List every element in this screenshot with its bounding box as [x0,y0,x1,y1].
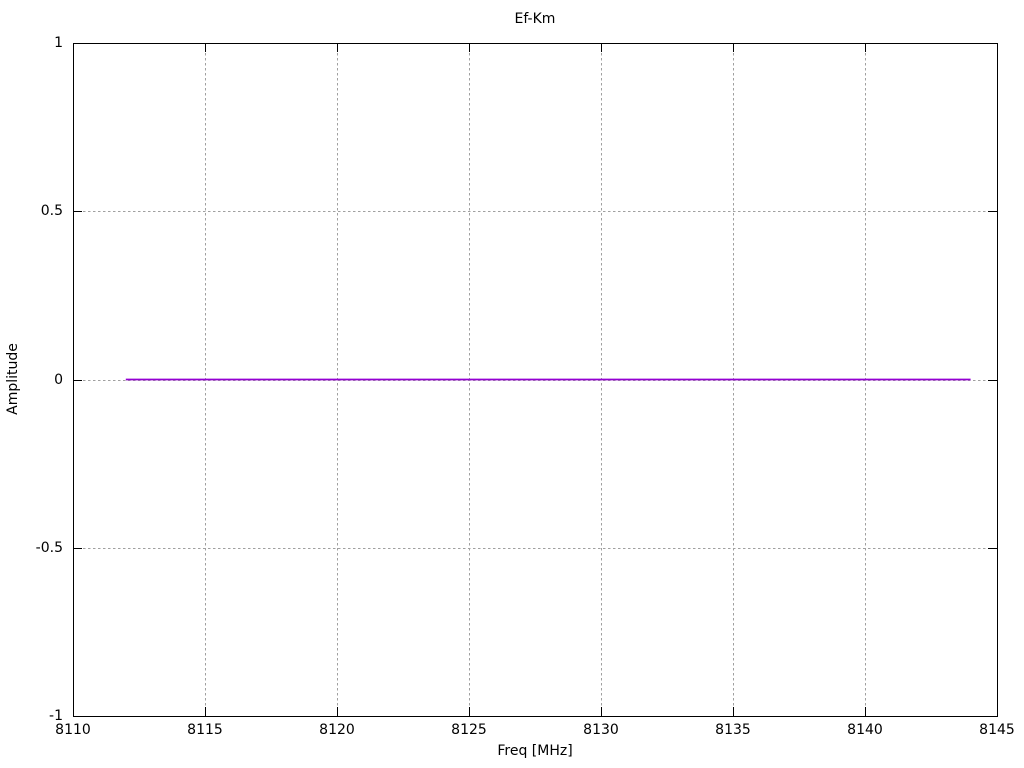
x-tick-label: 8140 [847,722,883,738]
x-tick-label: 8130 [583,722,619,738]
y-tick-label: 1 [54,35,63,51]
x-tick-label: 8145 [979,722,1015,738]
x-tick-label: 8120 [319,722,355,738]
y-tick-label: 0 [54,371,63,388]
x-tick-label: 8110 [55,722,91,738]
x-tick-label: 8115 [187,722,223,738]
y-tick-label: -1 [49,708,63,724]
x-tick-label: 8135 [715,722,751,738]
chart-title: Ef-Km [514,11,556,27]
y-tick-label: -0.5 [35,539,63,556]
x-axis-label: Freq [MHz] [497,743,573,759]
y-tick-label: 0.5 [40,203,63,220]
x-tick-label: 8125 [451,722,487,738]
